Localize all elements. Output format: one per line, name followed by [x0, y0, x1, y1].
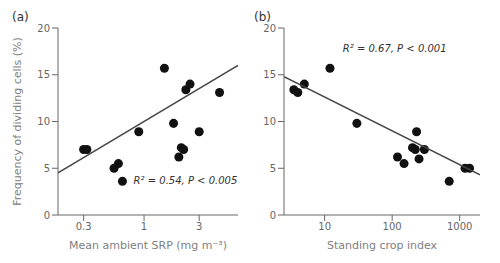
html-text:R² = 0.67, P < 0.001: R² = 0.67, P < 0.001 [342, 43, 447, 54]
svg-text:10: 10 [318, 221, 331, 232]
html-text:(a): (a) [12, 10, 29, 24]
svg-text:5: 5 [270, 163, 276, 174]
svg-text:0: 0 [44, 210, 50, 221]
svg-text:0: 0 [270, 210, 276, 221]
svg-text:Mean ambient SRP (mg m⁻³): Mean ambient SRP (mg m⁻³) [69, 239, 227, 252]
svg-text:15: 15 [37, 69, 50, 80]
svg-text:Frequency of dividing cells (%: Frequency of dividing cells (%) [11, 37, 24, 206]
html-text:R² = 0.54, P < 0.005: R² = 0.54, P < 0.005 [133, 175, 238, 186]
svg-text:10: 10 [263, 116, 276, 127]
svg-text:3: 3 [196, 221, 202, 232]
svg-text:20: 20 [263, 23, 276, 34]
svg-text:100: 100 [383, 221, 402, 232]
svg-text:1: 1 [141, 221, 147, 232]
svg-text:0.3: 0.3 [76, 221, 92, 232]
svg-text:5: 5 [44, 163, 50, 174]
svg-text:10: 10 [37, 116, 50, 127]
svg-text:1000: 1000 [447, 221, 472, 232]
svg-text:15: 15 [263, 69, 276, 80]
svg-text:Standing crop index: Standing crop index [327, 239, 438, 252]
html-text:(b): (b) [254, 10, 271, 24]
svg-text:20: 20 [37, 23, 50, 34]
